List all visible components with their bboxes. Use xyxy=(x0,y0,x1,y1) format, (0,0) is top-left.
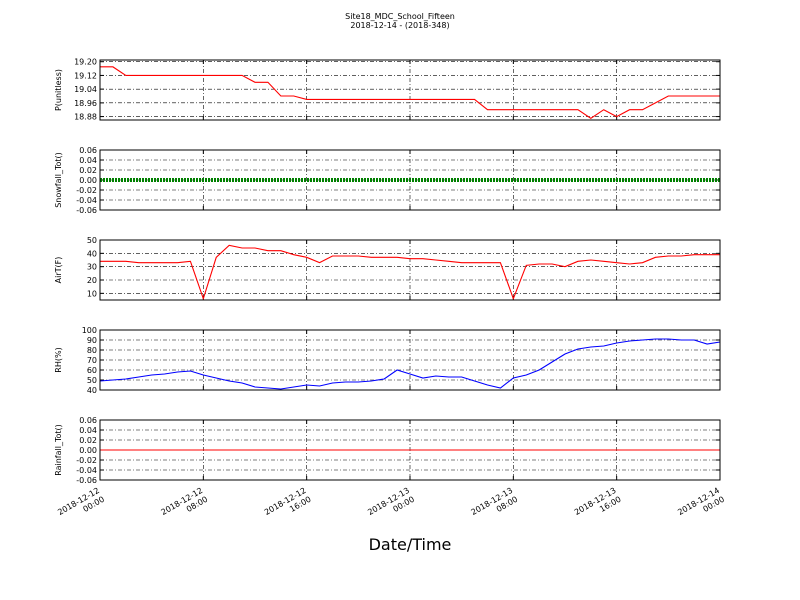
y-tick-label: 90 xyxy=(87,336,97,345)
plot-frame xyxy=(99,419,721,481)
y-tick-label: 19.20 xyxy=(74,58,97,67)
y-tick-label: -0.04 xyxy=(76,196,97,205)
y-tick-label: -0.06 xyxy=(76,206,97,215)
y-tick-label: 0.02 xyxy=(79,436,97,445)
y-tick-label: -0.02 xyxy=(76,186,97,195)
y-tick-label: -0.06 xyxy=(76,476,97,485)
chart-title: Site18_MDC_School_Fifteen xyxy=(345,12,455,21)
plot-frame xyxy=(99,329,721,391)
y-tick-label: -0.04 xyxy=(76,466,97,475)
y-tick-label: 0.06 xyxy=(79,146,97,155)
data-line xyxy=(100,244,720,301)
y-tick-label: 30 xyxy=(87,263,97,272)
y-tick-label: 19.04 xyxy=(74,85,97,94)
y-axis-label: AirT(F) xyxy=(54,257,63,284)
y-tick-label: -0.02 xyxy=(76,456,97,465)
y-tick-label: 20 xyxy=(87,276,97,285)
plot-frame xyxy=(99,239,721,301)
y-tick-label: 0.04 xyxy=(79,156,97,165)
y-axis-label: RH(%) xyxy=(54,347,63,372)
chart-subtitle: 2018-12-14 - (2018-348) xyxy=(350,21,449,30)
x-axis-label: Date/Time xyxy=(369,535,452,554)
y-tick-label: 19.12 xyxy=(74,71,97,80)
y-tick-label: 18.88 xyxy=(74,113,97,122)
y-tick-label: 0.06 xyxy=(79,416,97,425)
y-axis-label: P(unitless) xyxy=(54,69,63,111)
y-tick-label: 50 xyxy=(87,376,97,385)
y-tick-label: 70 xyxy=(87,356,97,365)
y-tick-label: 0.00 xyxy=(79,176,97,185)
y-tick-label: 60 xyxy=(87,366,97,375)
y-axis-label: Rainfall_Tot() xyxy=(54,424,63,476)
y-tick-label: 50 xyxy=(87,236,97,245)
y-tick-label: 100 xyxy=(82,326,97,335)
y-tick-label: 0.00 xyxy=(79,446,97,455)
y-tick-label: 80 xyxy=(87,346,97,355)
data-line xyxy=(100,66,720,119)
y-tick-label: 10 xyxy=(87,289,97,298)
y-tick-label: 40 xyxy=(87,249,97,258)
y-tick-label: 40 xyxy=(87,386,97,395)
y-tick-label: 18.96 xyxy=(74,99,97,108)
plot-frame xyxy=(99,149,721,211)
y-axis-label: Snowfall_Tot() xyxy=(54,152,63,208)
plot-frame xyxy=(99,59,721,121)
y-tick-label: 0.02 xyxy=(79,166,97,175)
y-tick-label: 0.04 xyxy=(79,426,97,435)
data-line xyxy=(99,338,721,390)
